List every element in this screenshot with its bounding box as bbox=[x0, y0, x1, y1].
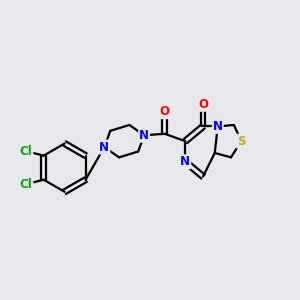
Text: O: O bbox=[198, 98, 208, 111]
Text: Cl: Cl bbox=[20, 178, 32, 191]
Text: N: N bbox=[99, 141, 110, 154]
Text: Cl: Cl bbox=[20, 145, 32, 158]
Text: N: N bbox=[213, 120, 223, 133]
Text: S: S bbox=[237, 135, 245, 148]
Text: O: O bbox=[160, 105, 170, 118]
Text: N: N bbox=[139, 129, 149, 142]
Text: N: N bbox=[180, 155, 190, 168]
